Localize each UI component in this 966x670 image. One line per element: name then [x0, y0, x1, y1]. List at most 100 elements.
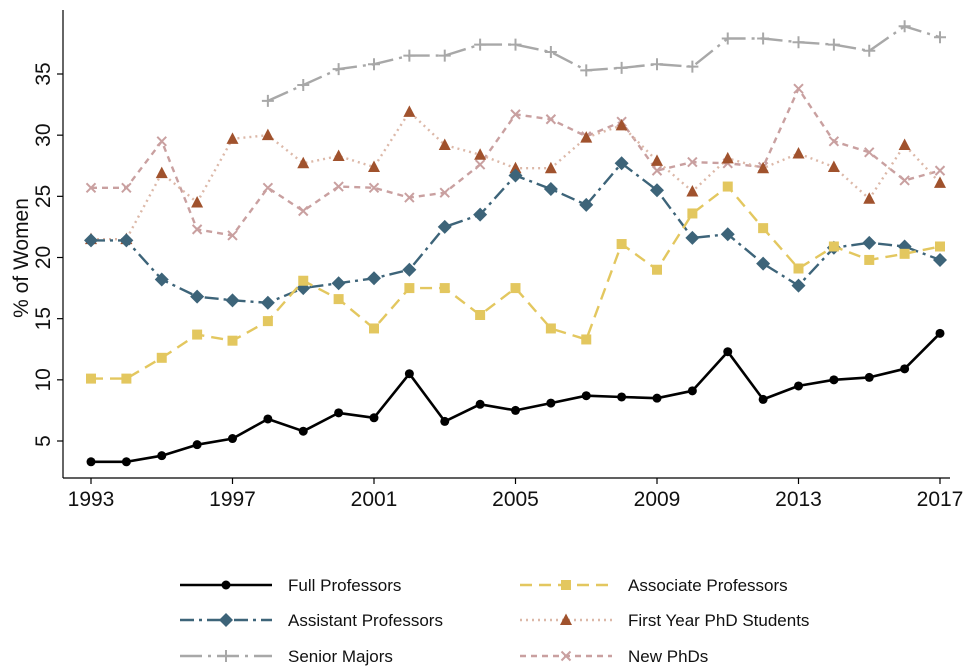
data-point: [192, 440, 202, 450]
data-point: [121, 373, 132, 384]
data-point: [900, 364, 910, 374]
data-point: [934, 176, 946, 188]
data-point: [864, 254, 875, 265]
data-point: [580, 64, 593, 77]
data-point: [439, 187, 450, 198]
data-point: [723, 347, 733, 357]
series-layer: [84, 20, 947, 467]
data-point: [369, 323, 379, 334]
data-point: [154, 272, 169, 287]
y-tick-label: 35: [32, 62, 55, 85]
axes: 5 10 15 20 25 30 35 1993 1997 2001 2005 2009 2013 201…: [32, 10, 963, 511]
data-point: [474, 159, 486, 170]
data-point: [721, 151, 734, 164]
y-tick-label: 10: [32, 368, 55, 391]
data-point: [86, 457, 96, 467]
legend-marker: [560, 613, 572, 625]
data-point: [827, 38, 840, 51]
data-point: [898, 138, 911, 150]
data-point: [581, 391, 591, 401]
data-point: [687, 156, 698, 168]
y-tick-label: 20: [32, 246, 55, 269]
data-point: [334, 408, 344, 418]
legend-marker: [560, 650, 572, 662]
data-point: [190, 289, 205, 304]
data-point: [899, 248, 910, 259]
data-point: [226, 132, 239, 144]
data-point: [475, 309, 486, 320]
data-point: [791, 278, 806, 293]
legend-marker: [221, 580, 231, 590]
data-point: [297, 79, 310, 92]
data-point: [614, 156, 629, 171]
y-axis-title: % of Women: [10, 198, 33, 318]
data-point: [721, 32, 734, 45]
x-tick-label: 1993: [68, 488, 115, 511]
legend-label: Full Professors: [288, 576, 401, 595]
data-point: [827, 160, 840, 172]
data-point: [828, 136, 840, 147]
data-point: [297, 156, 310, 169]
line-full-professors: [91, 332, 941, 464]
data-point: [263, 414, 273, 424]
legend-label: Assistant Professors: [288, 611, 443, 630]
data-point: [935, 328, 945, 338]
data-point: [437, 219, 452, 234]
legend-marker: [561, 580, 571, 590]
data-point: [580, 131, 593, 143]
data-point: [792, 147, 805, 159]
data-point: [829, 375, 839, 385]
legend-item-associate-professors: Associate Professors: [520, 576, 788, 595]
x-tick-label: 2005: [492, 488, 539, 511]
data-point: [544, 161, 557, 174]
y-tick-label: 5: [32, 435, 55, 447]
data-point: [192, 329, 203, 340]
data-point: [403, 49, 416, 62]
data-point: [440, 416, 450, 426]
x-tick-label: 2017: [917, 488, 964, 511]
data-point: [156, 136, 167, 147]
data-point: [331, 276, 346, 291]
data-point: [722, 181, 733, 192]
data-point: [650, 183, 664, 198]
data-point: [652, 264, 662, 275]
data-point: [261, 94, 274, 107]
data-point: [687, 208, 698, 219]
data-point: [369, 413, 379, 423]
line-associate-professors: [91, 185, 941, 380]
data-point: [685, 230, 700, 245]
data-point: [298, 426, 308, 436]
data-point: [543, 181, 558, 196]
legend-label: Senior Majors: [288, 647, 393, 666]
data-point: [758, 223, 769, 234]
data-point: [225, 293, 240, 308]
x-tick-label: 2009: [634, 488, 681, 511]
data-point: [615, 61, 628, 74]
data-point: [262, 182, 274, 193]
legend-item-first-year-phd-students: First Year PhD Students: [520, 611, 809, 630]
data-point: [86, 373, 96, 384]
data-point: [155, 166, 168, 179]
y-tick-label: 15: [32, 307, 55, 330]
data-point: [864, 372, 874, 382]
data-point: [935, 241, 945, 252]
data-point: [720, 227, 735, 242]
data-point: [156, 352, 167, 363]
data-point: [898, 20, 911, 33]
data-point: [262, 316, 273, 327]
data-point: [474, 148, 487, 160]
data-point: [863, 44, 876, 57]
data-point: [298, 205, 309, 217]
data-point: [617, 392, 627, 402]
data-point: [581, 334, 592, 345]
data-point: [227, 335, 238, 346]
data-point: [474, 38, 487, 51]
series-senior-majors: [261, 20, 946, 107]
data-point: [475, 399, 485, 409]
data-point: [260, 295, 275, 310]
data-point: [686, 184, 699, 197]
data-point: [793, 263, 804, 274]
data-point: [404, 369, 414, 379]
data-point: [794, 381, 803, 391]
data-point: [84, 233, 98, 248]
